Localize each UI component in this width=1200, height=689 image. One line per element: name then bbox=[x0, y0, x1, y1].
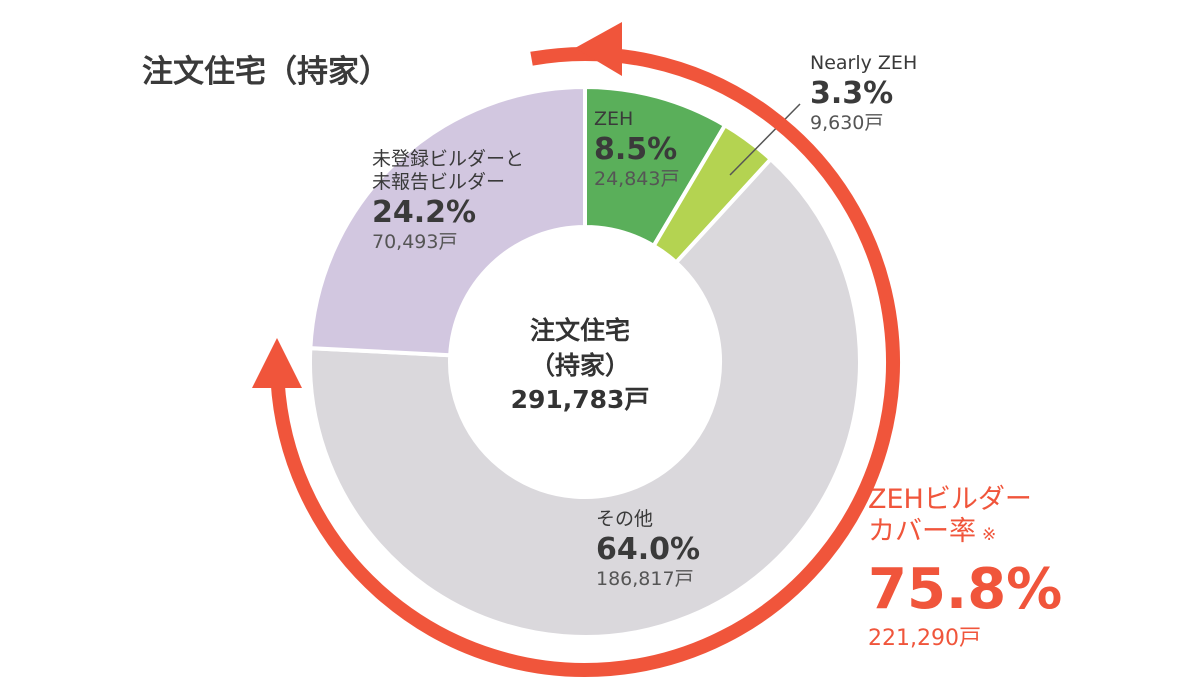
page-title: 注文住宅（持家） bbox=[142, 54, 390, 90]
slice-units-zeh: 24,843戸 bbox=[594, 168, 680, 191]
coverage-arrow-head-top bbox=[575, 22, 622, 76]
slice-units-unregistered: 70,493戸 bbox=[372, 231, 458, 254]
slice-percent-zeh: 8.5% bbox=[594, 131, 678, 167]
slice-percent-nearly-zeh: 3.3% bbox=[810, 75, 894, 111]
coverage-title-line1: ZEHビルダー bbox=[868, 484, 1032, 515]
slice-label-zeh: ZEH 8.5% 24,843戸 bbox=[594, 108, 679, 191]
coverage-title-line2: カバー率 ※ bbox=[868, 516, 1062, 548]
slice-label-other: その他 64.0% 186,817戸 bbox=[596, 508, 700, 591]
slice-percent-other: 64.0% bbox=[596, 531, 701, 567]
coverage-percent: 75.8% bbox=[868, 556, 1063, 622]
slice-units-other: 186,817戸 bbox=[596, 568, 694, 591]
center-title-line2: （持家） bbox=[529, 350, 630, 380]
slice-name-other: その他 bbox=[596, 508, 654, 530]
coverage-note-mark: ※ bbox=[982, 525, 997, 546]
slice-units-nearly-zeh: 9,630戸 bbox=[810, 112, 884, 135]
slice-name-unregistered-line1: 未登録ビルダーと bbox=[372, 148, 525, 170]
coverage-callout: ZEHビルダー カバー率 ※ 75.8% 221,290戸 bbox=[868, 484, 1062, 653]
donut-center-label: 注文住宅 （持家） 291,783戸 bbox=[480, 314, 680, 418]
coverage-arrow-arc bbox=[270, 47, 900, 677]
slice-other bbox=[308, 156, 862, 639]
coverage-title-text: カバー率 bbox=[868, 516, 976, 548]
slice-name-nearly-zeh: Nearly ZEH bbox=[810, 52, 918, 74]
slice-percent-unregistered: 24.2% bbox=[372, 194, 477, 230]
slice-label-nearly-zeh: Nearly ZEH 3.3% 9,630戸 bbox=[810, 52, 917, 135]
slice-unregistered bbox=[308, 84, 587, 358]
slice-name-unregistered-line2: 未報告ビルダー bbox=[372, 170, 506, 193]
slice-name-zeh: ZEH bbox=[594, 108, 634, 130]
coverage-arrow-head-left bbox=[252, 338, 302, 388]
coverage-units: 221,290戸 bbox=[868, 625, 981, 651]
center-title-line1: 注文住宅 bbox=[529, 316, 630, 345]
slice-label-unregistered: 未登録ビルダーと 未報告ビルダー 24.2% 70,493戸 bbox=[372, 148, 524, 254]
nearly-zeh-leader-line bbox=[729, 103, 801, 176]
center-total: 291,783戸 bbox=[510, 385, 650, 414]
